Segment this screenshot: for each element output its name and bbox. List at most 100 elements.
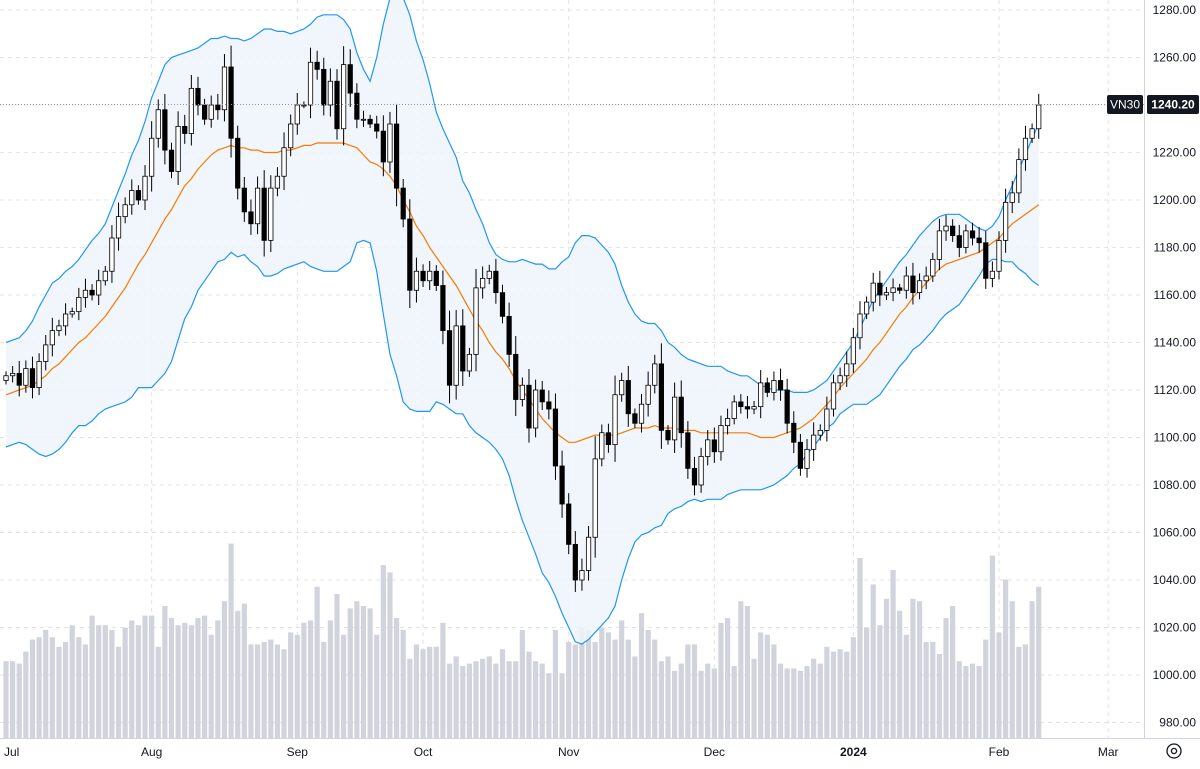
candle-up (268, 187, 274, 241)
candle-down (658, 363, 664, 431)
volume-bar (930, 642, 936, 738)
volume-bar (585, 630, 592, 738)
candle-up (923, 275, 929, 282)
price-tick-label: 1260.00 (1153, 51, 1197, 65)
volume-bar (102, 625, 108, 738)
volume-bar (248, 644, 254, 738)
volume-bar (652, 639, 658, 738)
volume-bar (149, 615, 155, 738)
volume-bar (16, 663, 22, 738)
volume-bar (446, 663, 453, 738)
candle-down (400, 187, 406, 220)
candle-down (910, 275, 916, 294)
volume-bar (758, 632, 764, 738)
candle-up (1009, 192, 1015, 203)
volume-bar (49, 637, 55, 738)
candle-down (632, 413, 638, 424)
candle-up (155, 109, 161, 139)
candle-down (162, 109, 168, 151)
volume-bar (499, 649, 506, 738)
volume-bar (539, 663, 545, 738)
volume-bar (347, 608, 353, 738)
candle-up (698, 456, 704, 486)
lower-band-line (5, 239, 1040, 645)
volume-bar (771, 644, 777, 738)
volume-bar (665, 656, 671, 738)
candle-up (175, 125, 181, 172)
volume-bar (69, 625, 75, 738)
candle-up (724, 418, 731, 427)
candle-up (486, 270, 492, 279)
volume-bar (254, 644, 261, 738)
candle-up (466, 353, 473, 372)
volume-bar (367, 608, 373, 738)
candle-down (215, 104, 221, 111)
volume-bar (182, 622, 188, 738)
gear-icon[interactable] (1166, 743, 1182, 759)
last-price-tag (1147, 95, 1199, 114)
candle-down (314, 61, 320, 70)
time-tick-label: Nov (558, 745, 579, 759)
candle-up (731, 401, 737, 419)
price-tick-label: 1080.00 (1153, 478, 1197, 492)
volume-bar (559, 673, 565, 738)
candle-down (182, 125, 188, 134)
candle-up (943, 225, 949, 232)
price-tick-label: 1020.00 (1153, 621, 1197, 635)
volume-bar (23, 651, 29, 738)
volume-bar (811, 658, 817, 738)
candle-down (354, 92, 360, 120)
time-tick-label: Aug (141, 745, 162, 759)
volume-bar (440, 622, 446, 738)
candle-down (201, 104, 208, 120)
candle-up (989, 270, 995, 279)
volume-bar (115, 646, 122, 738)
volume-bar (221, 601, 228, 738)
volume-bar (321, 642, 327, 738)
candle-down (797, 441, 804, 469)
candle-up (850, 337, 856, 365)
volume-bar (380, 565, 386, 738)
price-tick-label: 1120.00 (1154, 383, 1197, 397)
candle-up (3, 375, 9, 381)
price-tick-label: 1040.00 (1153, 573, 1197, 587)
volume-bar (1009, 601, 1015, 738)
candle-down (374, 123, 380, 132)
price-tick-label: 1140.00 (1154, 336, 1197, 350)
volume-bar (374, 634, 380, 738)
volume-bar (142, 615, 148, 738)
volume-bar (473, 661, 479, 738)
volume-bar (10, 661, 16, 738)
volume-bar (400, 630, 406, 738)
candle-up (115, 216, 122, 239)
candle-down (135, 190, 141, 201)
volume-bar (817, 663, 823, 738)
candle-down (493, 270, 499, 294)
volume-bar (797, 670, 803, 738)
candle-up (996, 239, 1002, 272)
volume-bar (288, 632, 294, 738)
price-tick-label: 1220.00 (1153, 146, 1197, 160)
volume-bar (241, 603, 247, 738)
symbol-label: VN30 (1110, 98, 1140, 112)
candle-up (56, 325, 62, 332)
volume-bar (493, 663, 499, 738)
candle-up (652, 363, 658, 386)
volume-bar (533, 661, 539, 738)
last-price-badge: VN30 1240.20 (1107, 95, 1199, 114)
volume-bar (983, 639, 989, 738)
candle-up (638, 403, 645, 424)
candle-up (327, 80, 333, 106)
volume-bar (943, 618, 949, 738)
volume-bar (420, 649, 426, 738)
volume-bar (923, 642, 929, 738)
volume-bar (592, 642, 598, 738)
volume-bar (466, 663, 472, 738)
volume-bar (619, 620, 625, 738)
candle-up (592, 458, 598, 538)
candle-up (705, 439, 711, 457)
volume-bar (672, 670, 678, 738)
volume-bar (903, 634, 909, 738)
candle-up (122, 204, 128, 218)
price-tick-label: 1200.00 (1153, 193, 1197, 207)
